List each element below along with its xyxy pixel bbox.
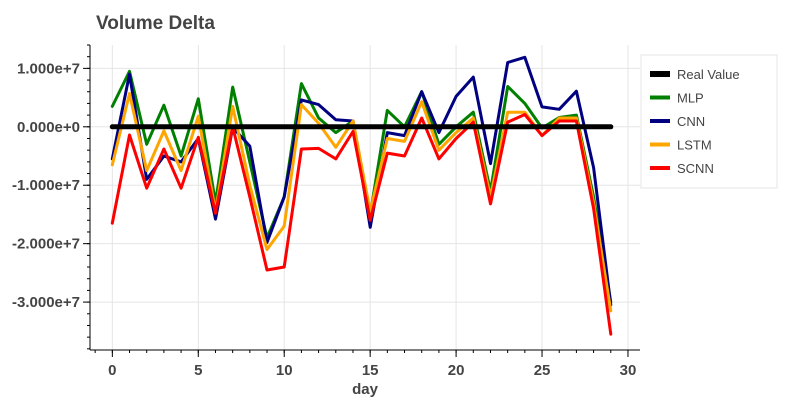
y-tick-label-1: 0.000e+0 (17, 119, 80, 136)
x-tick-label-0: 0 (108, 362, 116, 379)
y-tick-label-0: 1.000e+7 (17, 60, 80, 77)
y-ticks: 1.000e+7 0.000e+0 -1.000e+7 -2.000e+7 -3.000… (12, 44, 90, 350)
series-line-mlp (110, 69, 613, 304)
chart-title-text: Volume Delta (96, 13, 215, 34)
x-tick-label-5: 25 (534, 362, 551, 379)
y-tick-label-4: -3.000e+7 (12, 294, 80, 311)
legend-label-lstm: LSTM (677, 138, 712, 153)
legend-label-cnn: CNN (677, 114, 705, 129)
series-line-scnn (110, 113, 613, 336)
series-layer (109, 55, 614, 336)
axes: 1.000e+7 0.000e+0 -1.000e+7 -2.000e+7 -3.000… (12, 44, 640, 379)
legend-label-scnn: SCNN (677, 161, 714, 176)
chart-title: Volume Delta (96, 13, 215, 34)
y-tick-label-2: -1.000e+7 (12, 177, 80, 194)
legend-label-real-value: Real Value (677, 67, 740, 82)
legend: Real Value MLP CNN LSTM SCNN (640, 54, 778, 189)
x-tick-label-2: 10 (276, 362, 293, 379)
x-ticks: 0 5 10 15 20 25 30 (94, 350, 637, 379)
x-axis-label: day (352, 381, 379, 398)
x-tick-label-3: 15 (362, 362, 379, 379)
x-tick-label-6: 30 (620, 362, 637, 379)
legend-label-mlp: MLP (677, 91, 704, 106)
y-tick-label-3: -2.000e+7 (12, 236, 80, 253)
x-tick-label-4: 20 (448, 362, 465, 379)
x-tick-label-1: 5 (194, 362, 202, 379)
